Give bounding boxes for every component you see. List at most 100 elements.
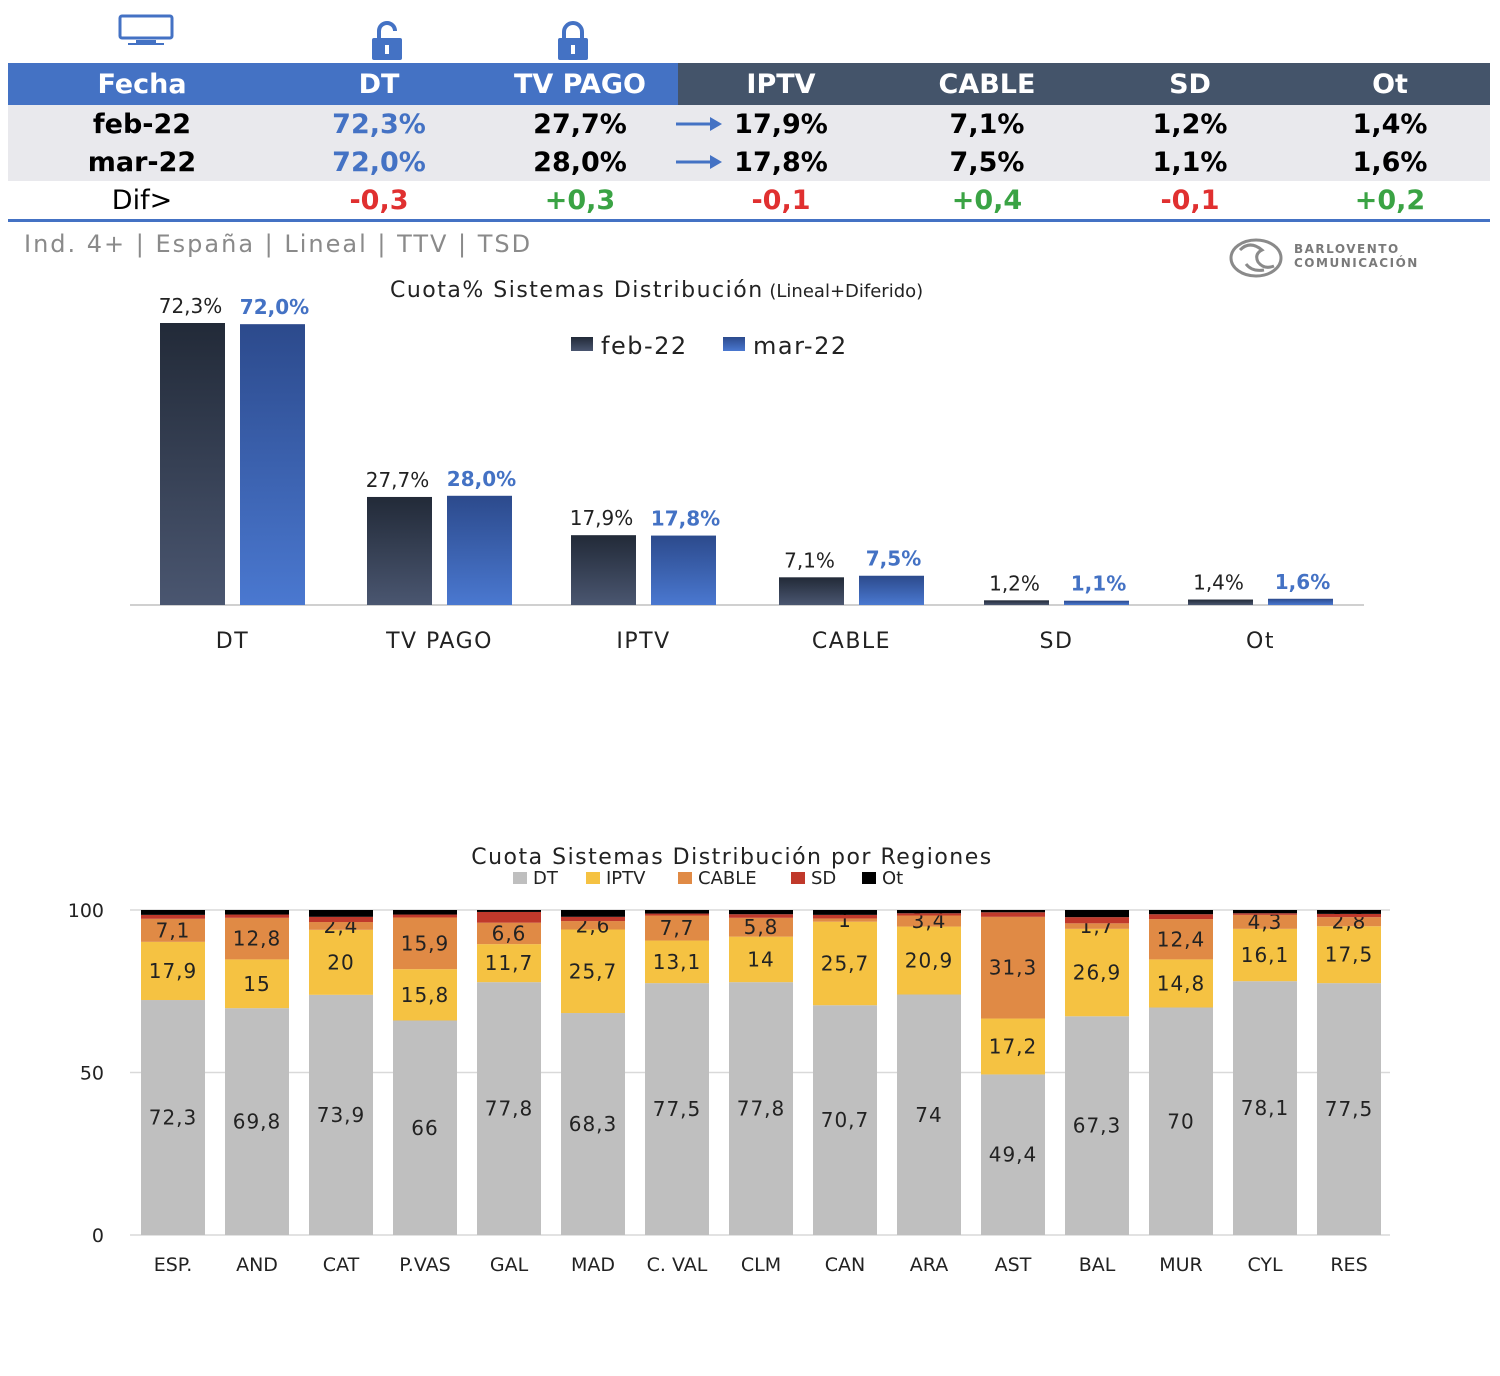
y-tick-label: 100 — [68, 900, 104, 922]
cell-cable: 7,1% — [884, 105, 1090, 143]
stacked-segment — [897, 915, 961, 927]
cell-iptv: 17,8% — [676, 143, 884, 181]
bar — [859, 575, 924, 605]
lock-icon — [558, 21, 588, 60]
data-label: 17,5 — [1325, 943, 1374, 967]
data-label: 17,8% — [651, 507, 720, 531]
diff-row: Dif> -0,3 +0,3 -0,1 +0,4 -0,1 +0,2 — [8, 181, 1490, 222]
data-label: 66 — [411, 1116, 438, 1140]
stacked-segment — [309, 910, 373, 917]
stacked-segment — [729, 982, 793, 1235]
diff-cable: +0,4 — [884, 181, 1090, 222]
legend-label: IPTV — [606, 868, 646, 889]
stacked-segment — [561, 929, 625, 1014]
stacked-segment — [561, 921, 625, 930]
stacked-segment — [309, 922, 373, 930]
stacked-segment — [645, 913, 709, 916]
data-label: 12,8 — [233, 927, 282, 951]
stacked-segment — [813, 1005, 877, 1235]
stacked-segment — [393, 917, 457, 970]
y-tick-label: 0 — [92, 1225, 104, 1247]
header-dt: DT — [276, 63, 482, 105]
arrow-right-icon — [676, 117, 722, 131]
summary-table: Fecha DT TV PAGO IPTV CABLE SD Ot feb-22… — [8, 63, 1490, 222]
stacked-segment — [813, 921, 877, 1006]
data-label: 77,5 — [1325, 1097, 1374, 1121]
cell-fecha: mar-22 — [8, 143, 276, 181]
stacked-segment — [813, 918, 877, 922]
chart-title-note: (Lineal+Diferido) — [764, 281, 924, 302]
data-label: 67,3 — [1073, 1114, 1122, 1138]
header-ot: Ot — [1290, 63, 1490, 105]
stacked-segment — [981, 912, 1045, 917]
arrow-right-icon — [676, 155, 722, 169]
x-tick-label: IPTV — [616, 629, 670, 654]
cell-tvpago: 28,0% — [482, 143, 678, 181]
data-label: 26,9 — [1073, 961, 1122, 985]
x-tick-label: BAL — [1079, 1254, 1116, 1276]
legend-label: DT — [533, 868, 559, 889]
x-tick-label: ESP. — [154, 1254, 193, 1276]
stacked-segment — [981, 916, 1045, 1019]
stacked-segment — [1065, 917, 1129, 924]
data-label: 68,3 — [569, 1112, 618, 1136]
table-row: mar-22 72,0% 28,0% 17,8% 7,5% 1,1% 1,6% — [8, 143, 1490, 181]
cell-sd: 1,1% — [1090, 143, 1290, 181]
cell-ot: 1,4% — [1290, 105, 1490, 143]
legend-swatch — [678, 872, 692, 884]
data-label: 70,7 — [821, 1108, 870, 1132]
legend-swatch — [513, 872, 527, 884]
x-tick-label: AND — [236, 1254, 278, 1276]
data-label: 25,7 — [821, 951, 870, 975]
legend-label: SD — [811, 868, 836, 889]
data-label: 72,3% — [159, 294, 223, 318]
x-tick-label: CLM — [741, 1254, 781, 1276]
stacked-segment — [1149, 914, 1213, 920]
data-label: 73,9 — [317, 1103, 366, 1127]
stacked-segment — [981, 1074, 1045, 1235]
barlovento-logo: BARLOVENTO COMUNICACIÓN — [1228, 236, 1417, 284]
data-label: 15,9 — [401, 931, 450, 955]
stacked-segment — [729, 910, 793, 915]
cell-tvpago: 27,7% — [482, 105, 678, 143]
logo-icon — [1229, 238, 1283, 278]
data-label: 16,1 — [1241, 943, 1290, 967]
diff-ot: +0,2 — [1290, 181, 1490, 222]
iptv-value: 17,8% — [734, 146, 828, 178]
stacked-segment — [309, 994, 373, 1235]
stacked-segment — [981, 910, 1045, 913]
bar — [571, 535, 636, 605]
data-label: 74 — [915, 1103, 942, 1127]
data-label: 7,1 — [156, 918, 191, 942]
data-label: 25,7 — [569, 959, 618, 983]
data-label: 77,5 — [653, 1097, 702, 1121]
bar — [984, 600, 1049, 605]
stacked-segment — [729, 917, 793, 937]
stacked-segment — [477, 982, 541, 1235]
data-label: 72,0% — [240, 295, 309, 319]
stacked-segment — [141, 918, 205, 942]
data-label: 15,8 — [401, 983, 450, 1007]
x-tick-label: CAT — [323, 1254, 360, 1276]
bar — [651, 535, 716, 605]
x-tick-label: ARA — [910, 1254, 948, 1276]
data-label: 77,8 — [485, 1097, 534, 1121]
bar — [1064, 600, 1129, 605]
legend-swatch — [571, 337, 593, 351]
data-label: 78,1 — [1241, 1096, 1290, 1120]
header-sd: SD — [1090, 63, 1290, 105]
table-header-row: Fecha DT TV PAGO IPTV CABLE SD Ot — [8, 63, 1490, 105]
diff-sd: -0,1 — [1090, 181, 1290, 222]
data-label: 49,4 — [989, 1143, 1038, 1167]
bar — [447, 495, 512, 605]
diff-label: Dif> — [8, 181, 276, 222]
data-label: 13,1 — [653, 950, 702, 974]
stacked-segment — [309, 929, 373, 995]
legend-swatch — [723, 337, 745, 351]
stacked-segment — [393, 1020, 457, 1235]
legend-swatch — [791, 872, 805, 884]
data-label: 17,9 — [149, 959, 198, 983]
stacked-segment — [141, 941, 205, 1001]
stacked-segment — [897, 910, 961, 914]
stacked-segment — [561, 910, 625, 917]
